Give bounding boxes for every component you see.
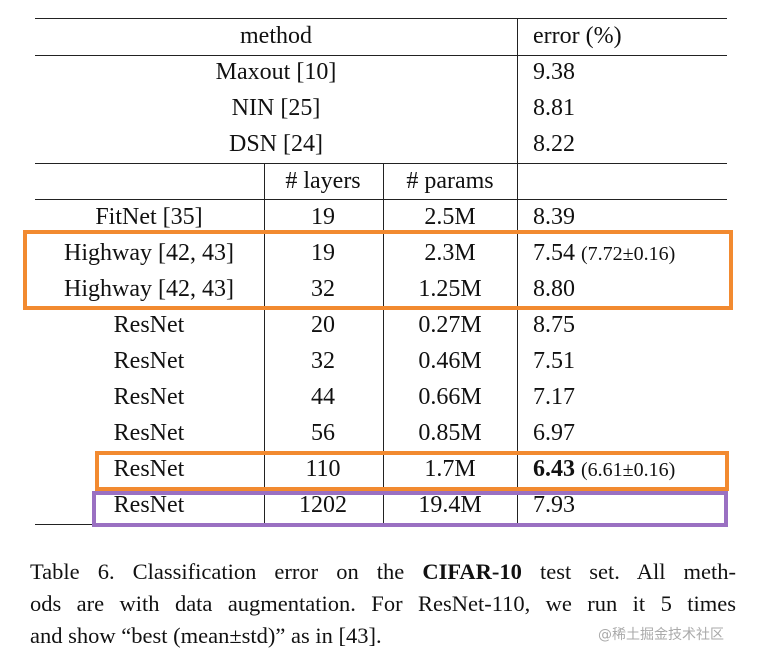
cell: 0.46M	[418, 348, 482, 374]
cell: 19	[311, 204, 335, 230]
cell: 32	[311, 348, 335, 374]
highlight-box	[92, 491, 728, 527]
cell: 44	[311, 384, 335, 410]
rule	[35, 55, 727, 57]
caption-text: Table 6. Classification error on the	[30, 559, 405, 584]
cell: 0.66M	[418, 384, 482, 410]
cell: 19.4M	[418, 492, 482, 518]
rule	[35, 18, 727, 20]
cell-note: (7.72±0.16)	[581, 243, 676, 265]
cell: method	[240, 23, 312, 49]
cell: ResNet	[113, 384, 185, 410]
cell: 9.38	[533, 59, 575, 85]
cell: Highway [42, 43]	[64, 240, 234, 266]
cell: ResNet	[113, 312, 185, 338]
cell: 8.39	[533, 204, 575, 230]
cell: 1.7M	[424, 456, 476, 482]
cell: 8.80	[533, 276, 575, 302]
cell: NIN [25]	[231, 95, 321, 121]
cell: 32	[311, 276, 335, 302]
cell: 20	[311, 312, 335, 338]
cell: 110	[305, 456, 341, 482]
cell: 7.93	[533, 492, 575, 518]
caption-text: test set. All meth-	[539, 559, 737, 584]
cell: error (%)	[533, 23, 622, 49]
column-rule	[383, 163, 385, 525]
cell: # params	[406, 168, 494, 194]
cell: 6.43	[533, 456, 575, 482]
cell: 56	[311, 420, 335, 446]
caption-line: Table 6. Classification error on the CIF…	[30, 557, 736, 587]
cell: 2.3M	[424, 240, 476, 266]
cell: 1202	[299, 492, 347, 518]
cell: 6.97	[533, 420, 575, 446]
cell: 8.81	[533, 95, 575, 121]
highlight-box	[23, 230, 733, 310]
rule	[35, 163, 727, 165]
cell: # layers	[285, 168, 361, 194]
cell: ResNet	[113, 420, 185, 446]
column-rule	[517, 18, 519, 525]
cell: 2.5M	[424, 204, 476, 230]
cell: 1.25M	[418, 276, 482, 302]
cell: 7.51	[533, 348, 575, 374]
rule	[35, 199, 727, 201]
cell: ResNet	[113, 348, 185, 374]
caption-bold: CIFAR-10	[422, 559, 522, 584]
cell: FitNet [35]	[95, 204, 203, 230]
cell: 7.17	[533, 384, 575, 410]
highlight-box	[95, 451, 729, 491]
cell: 7.54	[533, 240, 575, 266]
cell-note: (6.61±0.16)	[581, 459, 676, 481]
cell: Maxout [10]	[215, 59, 337, 85]
cell: 0.85M	[418, 420, 482, 446]
caption-line: ods are with data augmentation. For ResN…	[30, 591, 736, 616]
cell: 8.75	[533, 312, 575, 338]
cell: 0.27M	[418, 312, 482, 338]
cell: ResNet	[113, 456, 185, 482]
cell: 19	[311, 240, 335, 266]
cell: DSN [24]	[229, 131, 323, 157]
cell: Highway [42, 43]	[64, 276, 234, 302]
watermark: @稀土掘金技术社区	[598, 627, 724, 643]
column-rule	[264, 163, 266, 525]
caption-line: and show “best (mean±std)” as in [43].	[30, 623, 382, 648]
cell: 8.22	[533, 131, 575, 157]
cell: ResNet	[113, 492, 185, 518]
